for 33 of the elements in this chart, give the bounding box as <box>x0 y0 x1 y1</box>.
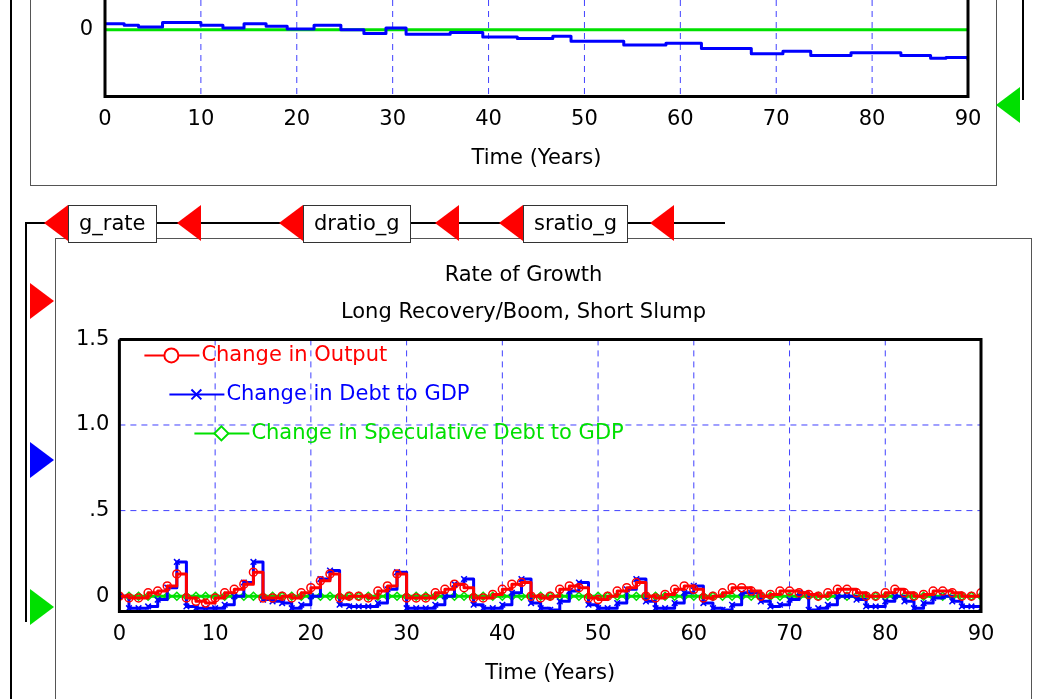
x-tick-label: 70 <box>762 105 790 130</box>
chart-title: Rate of Growth <box>444 262 603 287</box>
x-tick-label: 60 <box>666 105 694 130</box>
x-tick-label: 10 <box>201 620 229 645</box>
y-tick-label: .5 <box>89 497 110 522</box>
x-tick-label: 60 <box>680 620 708 645</box>
y-tick-label: 0 <box>96 582 110 607</box>
legend-label: Change in Speculative Debt to GDP <box>251 419 624 444</box>
text: g_rate <box>68 205 157 243</box>
x-tick-label: 10 <box>187 105 215 130</box>
x-tick-label: 30 <box>393 620 420 645</box>
x-tick-label: 50 <box>571 105 598 130</box>
y-tick-label: 1.0 <box>75 411 110 436</box>
x-tick-label: 20 <box>283 105 311 130</box>
x-tick-label: 90 <box>967 620 995 645</box>
x-tick-label: 90 <box>954 105 982 130</box>
x-tick-label: 50 <box>584 620 612 645</box>
x-tick-label: 30 <box>379 105 407 130</box>
y-tick-label: 1.5 <box>75 325 110 350</box>
text: dratio_g <box>303 205 411 243</box>
x-axis-title: Time (Years) <box>470 144 602 169</box>
legend-label: Change in Output <box>201 341 388 366</box>
text: sratio_g <box>523 205 629 243</box>
chart-subtitle: Long Recovery/Boom, Short Slump <box>340 299 707 324</box>
x-tick-label: 70 <box>776 620 803 645</box>
x-tick-label: 40 <box>475 105 502 130</box>
x-tick-label: 40 <box>488 620 516 645</box>
legend-label: Change in Debt to GDP <box>226 380 470 405</box>
x-tick-label: 0 <box>112 620 127 645</box>
x-tick-label: 80 <box>871 620 899 645</box>
x-tick-label: 20 <box>297 620 325 645</box>
x-axis-title: Time (Years) <box>484 659 616 684</box>
x-tick-label: 80 <box>858 105 886 130</box>
